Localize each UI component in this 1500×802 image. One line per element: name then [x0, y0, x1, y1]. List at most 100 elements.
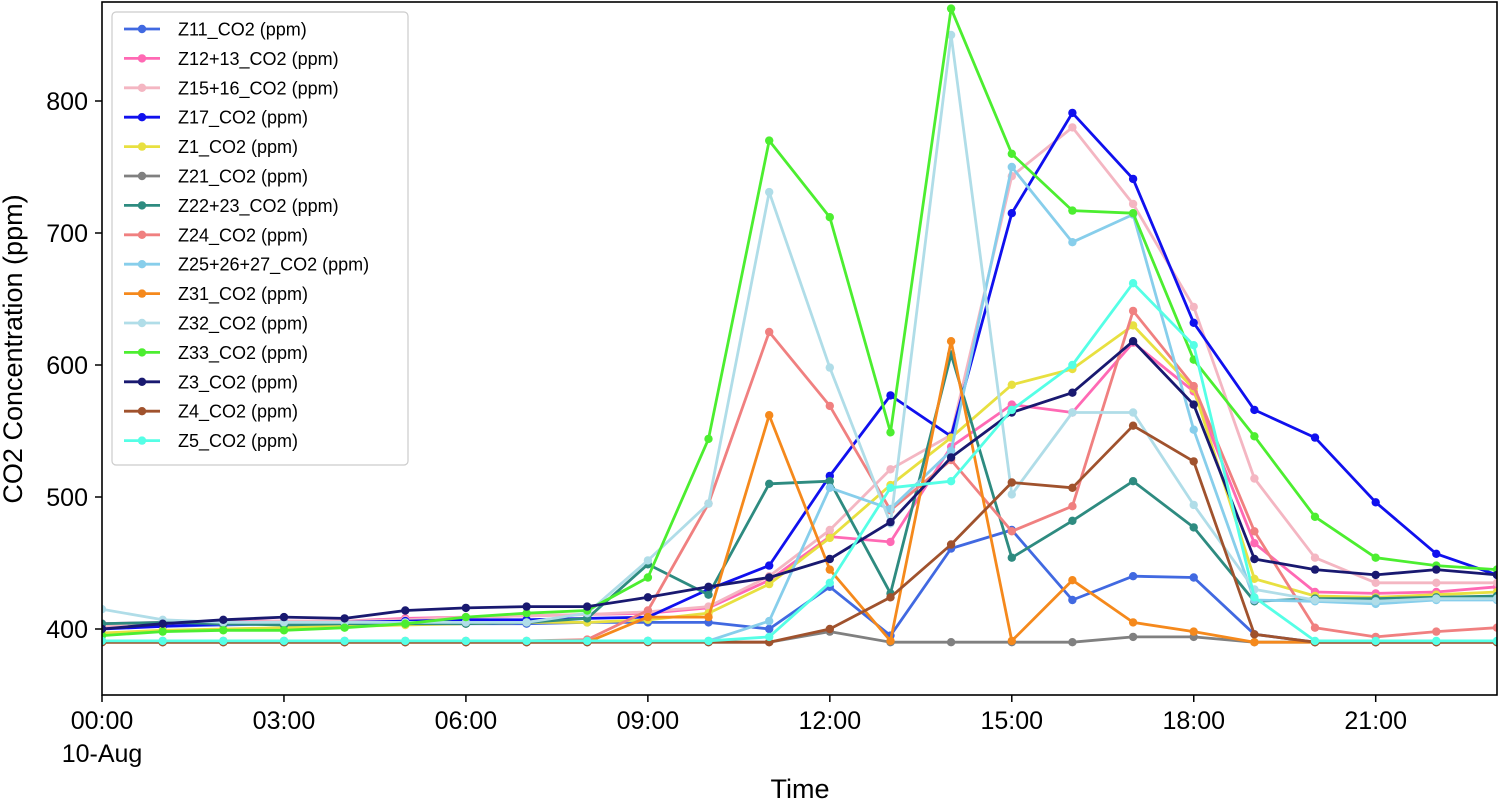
- data-point: [279, 626, 289, 635]
- data-point: [825, 363, 834, 372]
- data-point: [886, 593, 895, 602]
- data-point: [825, 624, 834, 634]
- data-point: [825, 525, 834, 535]
- data-point: [1189, 381, 1198, 391]
- data-point: [946, 638, 956, 647]
- data-point: [886, 391, 895, 400]
- legend-swatch-marker: [137, 24, 147, 34]
- data-point: [1371, 570, 1380, 580]
- data-point: [461, 636, 471, 646]
- data-point: [1007, 636, 1016, 646]
- data-point: [1068, 483, 1077, 492]
- data-point: [1068, 576, 1077, 585]
- data-point: [1310, 595, 1320, 605]
- legend-item: Z22+23_CO2 (ppm): [124, 196, 339, 217]
- data-point: [1068, 206, 1077, 215]
- data-point: [1189, 573, 1198, 582]
- data-point: [825, 477, 834, 486]
- legend-swatch-marker: [137, 230, 147, 239]
- data-point: [946, 540, 956, 549]
- data-point: [946, 4, 956, 13]
- data-point: [1068, 516, 1077, 525]
- x-tick-label: 21:00: [1344, 707, 1407, 735]
- data-point: [1492, 623, 1497, 632]
- series-15: [102, 279, 1497, 646]
- data-point: [825, 533, 834, 543]
- legend-frame: [111, 11, 409, 466]
- data-point: [765, 579, 774, 589]
- x-tick-label: 18:00: [1162, 707, 1225, 735]
- data-point: [765, 632, 774, 642]
- data-point: [765, 136, 774, 145]
- data-point: [1371, 498, 1380, 507]
- legend-label: Z3_CO2 (ppm): [178, 372, 298, 393]
- legend-label: Z17_CO2 (ppm): [178, 108, 308, 129]
- data-point: [1310, 433, 1320, 442]
- data-point: [1128, 306, 1138, 316]
- data-point: [765, 411, 774, 420]
- data-point: [219, 626, 228, 635]
- series-group: [102, 4, 1497, 647]
- legend-swatch-marker: [137, 54, 147, 63]
- data-point: [1007, 149, 1016, 158]
- data-point: [1128, 174, 1138, 184]
- x-tick-label: 03:00: [253, 707, 316, 735]
- data-point: [1128, 408, 1138, 417]
- legend-item: Z4_CO2 (ppm): [124, 402, 298, 423]
- data-point: [219, 615, 228, 624]
- data-point: [765, 327, 774, 337]
- data-point: [643, 612, 653, 622]
- data-point: [1250, 474, 1259, 483]
- legend-item: Z5_CO2 (ppm): [124, 431, 298, 452]
- data-point: [1068, 238, 1077, 247]
- series-13: [102, 337, 1497, 634]
- x-tick-label: 12:00: [799, 707, 862, 735]
- data-point: [1128, 199, 1138, 209]
- data-point: [401, 606, 410, 615]
- data-point: [1250, 574, 1259, 583]
- data-point: [886, 483, 895, 492]
- legend-item: Z33_CO2 (ppm): [124, 343, 308, 364]
- data-point: [1250, 432, 1259, 441]
- data-point: [1128, 279, 1138, 288]
- data-point: [1371, 553, 1380, 562]
- x-tick-label: 06:00: [435, 707, 498, 735]
- data-point: [825, 554, 834, 564]
- data-point: [279, 612, 289, 622]
- legend-swatch-marker: [137, 436, 147, 445]
- x-tick-sublabel: 10-Aug: [62, 740, 143, 768]
- series-line: [102, 339, 1497, 631]
- data-point: [1007, 162, 1016, 172]
- data-point: [765, 561, 774, 570]
- data-point: [643, 556, 653, 565]
- data-point: [643, 606, 653, 615]
- data-point: [1007, 553, 1016, 562]
- legend-label: Z24_CO2 (ppm): [178, 225, 308, 246]
- data-point: [1492, 636, 1497, 646]
- legend-item: Z32_CO2 (ppm): [124, 314, 308, 335]
- legend-item: Z24_CO2 (ppm): [124, 225, 308, 246]
- data-point: [1432, 636, 1441, 646]
- data-point: [1007, 209, 1016, 218]
- data-point: [765, 616, 774, 626]
- data-point: [102, 605, 107, 614]
- y-tick-label: 500: [46, 484, 88, 512]
- data-point: [219, 636, 228, 646]
- data-point: [279, 636, 289, 646]
- data-point: [643, 593, 653, 602]
- legend-swatch-marker: [137, 348, 147, 357]
- data-point: [1128, 421, 1138, 430]
- data-point: [1432, 549, 1441, 558]
- legend-label: Z21_CO2 (ppm): [178, 167, 308, 188]
- data-point: [946, 453, 956, 462]
- legend-label: Z11_CO2 (ppm): [178, 20, 307, 41]
- legend-label: Z32_CO2 (ppm): [178, 314, 308, 335]
- data-point: [1310, 565, 1320, 574]
- data-point: [401, 636, 410, 646]
- legend-label: Z5_CO2 (ppm): [178, 431, 298, 452]
- legend-label: Z12+13_CO2 (ppm): [178, 49, 339, 70]
- data-point: [704, 434, 713, 444]
- data-point: [704, 499, 713, 508]
- data-point: [461, 603, 471, 613]
